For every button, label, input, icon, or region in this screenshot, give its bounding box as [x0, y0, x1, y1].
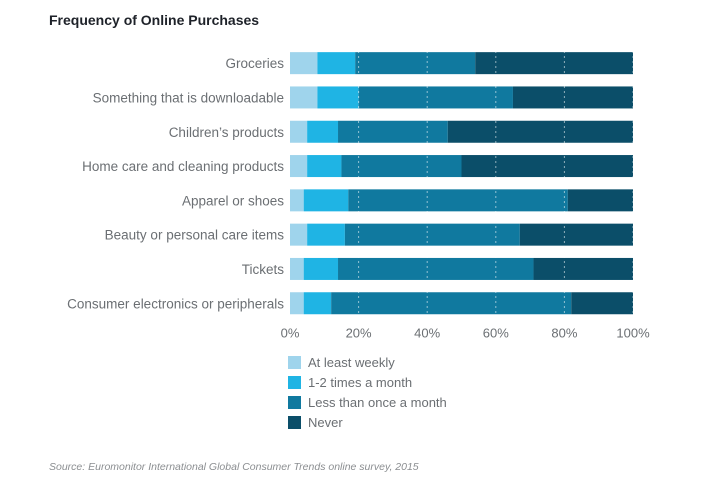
bar-segment-0-3	[475, 52, 633, 75]
x-tick-label: 40%	[414, 325, 440, 340]
legend-label-weekly: At least weekly	[308, 354, 395, 370]
bar-segment-1-2	[358, 86, 513, 109]
bar-segment-4-3	[567, 189, 633, 212]
bar-segment-1-1	[317, 86, 359, 109]
x-tick-label: 100%	[616, 325, 650, 340]
legend-label-monthly: 1-2 times a month	[308, 374, 413, 390]
legend-swatch-weekly	[288, 355, 301, 369]
category-label: Tickets	[242, 262, 285, 277]
bar-segment-5-3	[519, 223, 633, 246]
bar-segment-3-1	[307, 155, 342, 178]
category-label: Home care and cleaning products	[82, 159, 284, 174]
bar-segment-2-2	[338, 120, 448, 143]
bar-segment-5-0	[290, 223, 308, 246]
x-tick-label: 20%	[346, 325, 372, 340]
category-label: Consumer electronics or peripherals	[67, 296, 284, 311]
bar-segment-2-1	[307, 120, 339, 143]
bar-segment-2-3	[447, 120, 633, 143]
category-label: Apparel or shoes	[182, 193, 284, 208]
x-tick-label: 60%	[483, 325, 509, 340]
bar-segment-3-2	[341, 155, 462, 178]
legend-item-weekly: At least weekly	[288, 352, 447, 372]
legend-swatch-monthly	[288, 375, 301, 389]
category-label: Groceries	[225, 56, 284, 71]
legend-label-less-than-monthly: Less than once a month	[308, 394, 447, 410]
bar-segment-0-1	[317, 52, 356, 75]
bar-segment-7-1	[303, 292, 332, 315]
bar-segment-3-3	[461, 155, 633, 178]
bar-segment-7-2	[331, 292, 572, 315]
bar-segment-5-1	[307, 223, 345, 246]
bar-segment-1-3	[512, 86, 633, 109]
bar-segment-7-3	[571, 292, 633, 315]
bar-segment-2-0	[290, 120, 308, 143]
legend: At least weekly 1-2 times a month Less t…	[288, 352, 447, 432]
category-label: Children’s products	[169, 125, 285, 140]
legend-label-never: Never	[308, 414, 343, 430]
bar-segment-6-3	[533, 257, 633, 280]
bar-segment-6-2	[338, 257, 534, 280]
bar-segment-0-2	[355, 52, 476, 75]
category-label: Beauty or personal care items	[105, 228, 285, 243]
category-label: Something that is downloadable	[93, 90, 284, 105]
bar-segment-4-1	[303, 189, 349, 212]
chart-title: Frequency of Online Purchases	[49, 12, 260, 28]
legend-item-less-than-monthly: Less than once a month	[288, 392, 447, 412]
legend-swatch-never	[288, 415, 301, 429]
bar-segment-4-2	[348, 189, 568, 212]
legend-item-monthly: 1-2 times a month	[288, 372, 447, 392]
bar-segment-6-0	[290, 257, 304, 280]
bar-segment-0-0	[290, 52, 318, 75]
bar-segment-7-0	[290, 292, 304, 315]
stacked-bar-chart: Groceries Something that is downloadable C…	[67, 52, 651, 340]
bar-segment-1-0	[290, 86, 318, 109]
legend-swatch-less-than-monthly	[288, 395, 301, 409]
bar-segment-4-0	[290, 189, 304, 212]
x-tick-label: 0%	[281, 325, 300, 340]
bar-segment-3-0	[290, 155, 308, 178]
bar-segment-5-2	[344, 223, 520, 246]
legend-item-never: Never	[288, 412, 447, 432]
bar-segment-6-1	[303, 257, 339, 280]
source-note: Source: Euromonitor International Global…	[49, 461, 419, 473]
x-tick-label: 80%	[551, 325, 577, 340]
